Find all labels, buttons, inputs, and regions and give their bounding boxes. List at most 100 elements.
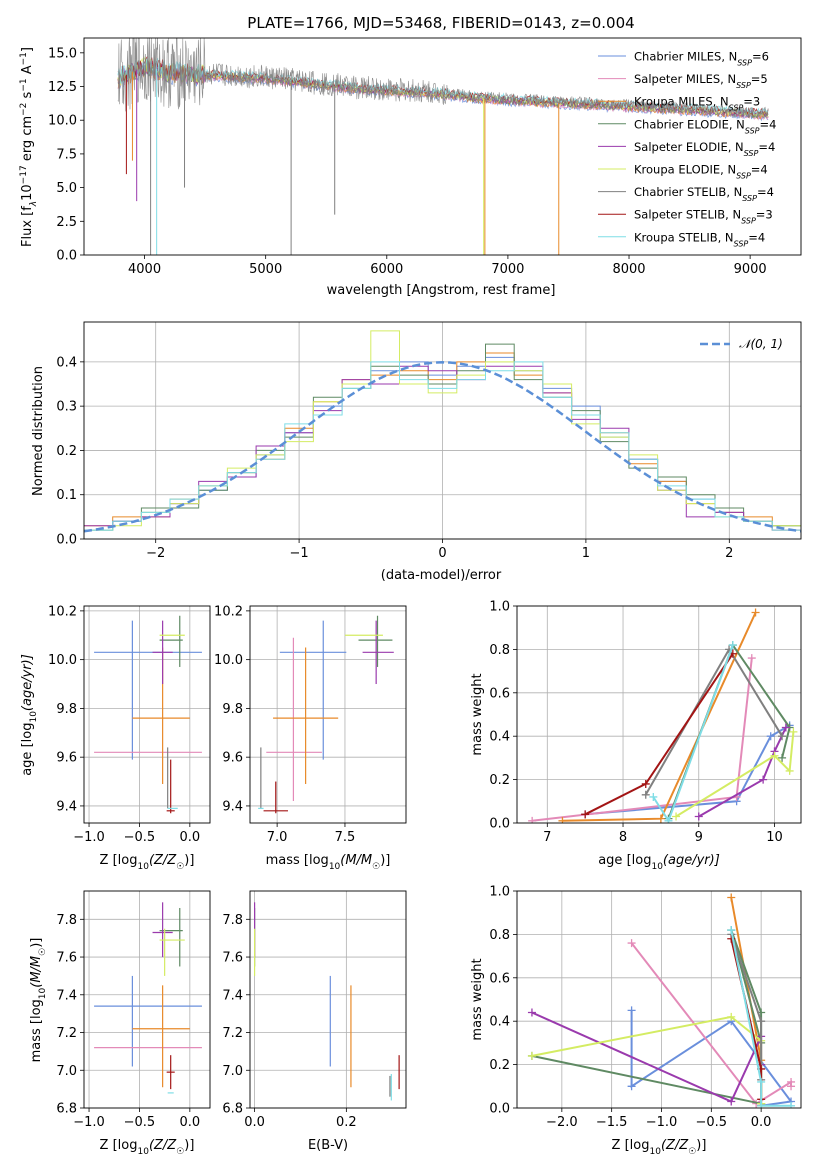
- weight-point-marker: [766, 732, 775, 741]
- weight-point-marker: [627, 1082, 636, 1091]
- weight-series-line: [531, 1011, 763, 1103]
- x-axis-label: mass [log10(M/M☉)]: [266, 853, 391, 872]
- weight-point-marker: [787, 1101, 796, 1108]
- mass-vs-metallicity-panel: −1.0 −0.5 0.0 6.8 7.0 7.2 7.4 7.6 7.8: [56, 890, 211, 1130]
- label-part: 10: [20, 184, 35, 201]
- x-tick-label: −1.0: [646, 1115, 678, 1130]
- y-tick-label: 6.8: [222, 1102, 243, 1117]
- x-axis-label: E(B-V): [308, 1138, 348, 1153]
- label-part: Kroupa STELIB, N: [634, 230, 734, 244]
- label-part: −2: [19, 103, 29, 116]
- x-tick-label: 0.2: [336, 1115, 357, 1130]
- y-tick-label: 2.5: [56, 215, 77, 230]
- legend-entry: Chabrier ELODIE, NSSP=4: [634, 117, 776, 135]
- weight-point-marker: [747, 654, 756, 663]
- legend-entry: Kroupa ELODIE, NSSP=4: [634, 163, 768, 181]
- weight-point-marker: [757, 1077, 766, 1086]
- label-part: Salpeter MILES, N: [634, 72, 736, 86]
- legend-entry: Salpeter ELODIE, NSSP=4: [634, 140, 775, 158]
- label-part: =4: [760, 117, 777, 131]
- label-part: 10: [38, 987, 48, 999]
- x-tick-label: 2: [725, 546, 733, 561]
- x-axis-label: Z [log10(Z/Z☉)]: [100, 853, 195, 872]
- chart-title: PLATE=1766, MJD=53468, FIBERID=0143, z=0…: [247, 14, 634, 32]
- x-axis-label: wavelength [Angstrom, rest frame]: [327, 283, 556, 298]
- spectrum-series-line: [117, 38, 769, 119]
- y-tick-label: 10.0: [214, 653, 243, 668]
- axes-frame: [249, 890, 407, 1109]
- label-part: 10: [329, 862, 341, 872]
- label-part: ☉: [38, 948, 48, 956]
- weight-point-marker: [727, 1012, 736, 1021]
- y-tick-label: 6.8: [56, 1102, 77, 1117]
- y-axis-label: Flux [fλ10−17 erg cm−2 s−1 A−1]: [19, 47, 39, 247]
- y-tick-label: 15.0: [48, 46, 77, 61]
- x-tick-label: −0.5: [124, 830, 156, 845]
- y-tick-label: 0.3: [56, 400, 77, 415]
- weight-point-marker: [641, 790, 650, 799]
- label-part: 10: [137, 1147, 149, 1157]
- spectrum-lines: [117, 38, 769, 255]
- label-part: ☉: [176, 1147, 184, 1157]
- y-tick-label: 7.6: [222, 951, 243, 966]
- weight-point-marker: [527, 1008, 536, 1017]
- histogram-series: [84, 361, 801, 531]
- label-part: −17: [19, 165, 29, 184]
- y-tick-label: 9.4: [56, 799, 77, 814]
- y-tick-label: 7.2: [56, 1026, 77, 1041]
- y-tick-label: 10.2: [214, 604, 243, 619]
- weight-point-marker: [627, 939, 636, 948]
- label-part: 10: [651, 862, 663, 872]
- weight-point-marker: [757, 1101, 766, 1108]
- x-tick-label: 7: [543, 830, 551, 845]
- label-part: )]: [184, 1138, 194, 1153]
- label-part: )]: [29, 938, 44, 948]
- label-part: ☉: [176, 862, 184, 872]
- axes-frame: [83, 321, 802, 540]
- y-tick-label: 0.8: [489, 643, 510, 658]
- label-part: 10: [29, 711, 39, 723]
- x-axis-label: age [log10(age/yr)]: [598, 853, 720, 872]
- label-part: =3: [743, 95, 760, 109]
- legend-entry: 𝒩(0, 1): [739, 337, 783, 351]
- label-part: age [log: [20, 723, 35, 776]
- label-part: mass [log: [29, 999, 44, 1062]
- errorbar-points: [258, 615, 394, 814]
- y-tick-label: 7.2: [222, 1026, 243, 1041]
- age-vs-mass-panel: 7.0 7.5 9.4 9.6 9.8 10.0 10.2: [214, 604, 407, 845]
- weight-point-marker: [672, 812, 681, 821]
- label-part: Z [log: [612, 1138, 650, 1153]
- y-tick-label: 7.8: [222, 913, 243, 928]
- y-tick-label: 0.1: [56, 488, 77, 503]
- axes-frame: [83, 890, 211, 1109]
- label-part: )]: [696, 1138, 706, 1153]
- x-tick-label: 6000: [370, 262, 403, 277]
- x-tick-label: −2: [146, 546, 165, 561]
- label-part: SSP: [737, 58, 752, 67]
- legend-entry: Kroupa STELIB, NSSP=4: [634, 230, 765, 248]
- axes-frame: [516, 605, 802, 824]
- errorbar-points: [94, 902, 202, 1094]
- y-tick-label: 1.0: [489, 600, 510, 615]
- label-part: =4: [757, 185, 774, 199]
- label-part: =4: [758, 140, 775, 154]
- weight-series-line: [562, 612, 757, 822]
- label-part: Chabrier STELIB, N: [634, 185, 742, 199]
- y-tick-label: 10.2: [48, 604, 77, 619]
- legend-entry: Kroupa MILES, NSSP=3: [634, 95, 760, 113]
- weight-series-line: [730, 929, 791, 1107]
- weight-series-line: [675, 731, 795, 818]
- x-tick-label: 8: [619, 830, 627, 845]
- label-part: SSP: [734, 239, 749, 248]
- label-part: 10: [649, 1147, 661, 1157]
- y-tick-label: 9.4: [222, 799, 243, 814]
- axes-frame: [516, 890, 802, 1109]
- y-axis-label: mass weight: [470, 673, 485, 755]
- y-tick-label: 0.4: [56, 355, 77, 370]
- weight-point-marker: [558, 816, 567, 823]
- y-tick-label: 7.0: [222, 1064, 243, 1079]
- errorbar-points: [253, 902, 400, 1101]
- weight-point-marker: [728, 641, 737, 650]
- x-tick-label: −1.0: [73, 830, 105, 845]
- x-axis-label: Z [log10(Z/Z☉)]: [612, 1138, 707, 1157]
